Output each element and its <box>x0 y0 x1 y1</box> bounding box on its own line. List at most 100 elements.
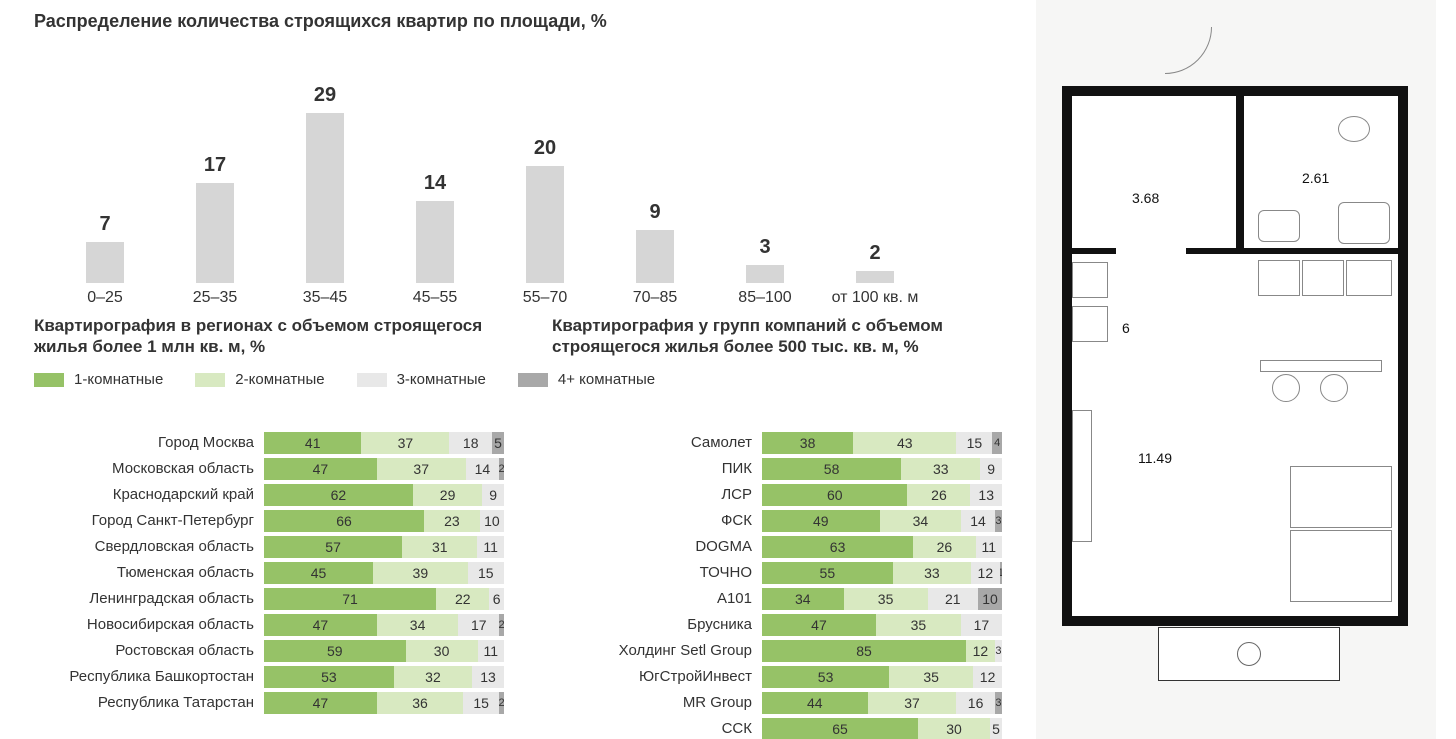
bar-value: 7 <box>74 213 136 236</box>
stack-segment: 5 <box>492 432 504 454</box>
page-root: Распределение количества строящихся квар… <box>0 0 1456 739</box>
stack-bar: 71226 <box>264 588 504 610</box>
stack-segment: 18 <box>449 432 492 454</box>
stack-segment: 12 <box>971 562 1000 584</box>
stack-segment: 33 <box>893 562 971 584</box>
stack-row: MR Group4437163 <box>552 690 1022 715</box>
stack-bar: 4736152 <box>264 692 504 714</box>
stack-segment: 55 <box>762 562 893 584</box>
stack-segment: 45 <box>264 562 373 584</box>
stack-row: DOGMA632611 <box>552 534 1022 559</box>
stack-segment: 35 <box>844 588 928 610</box>
stack-segment: 53 <box>762 666 889 688</box>
stack-bar: 662310 <box>264 510 504 532</box>
top-chart-title: Распределение количества строящихся квар… <box>34 10 1014 33</box>
stack-bar: 5533121 <box>762 562 1002 584</box>
stack-row-label: ЛСР <box>552 486 762 503</box>
counter-icon <box>1302 260 1344 296</box>
floorplan-panel: 3.682.61611.49 <box>1036 0 1436 739</box>
bar-6: 385–100 <box>734 236 796 283</box>
stack-segment: 12 <box>973 666 1002 688</box>
stack-segment: 15 <box>468 562 504 584</box>
stack-segment: 37 <box>868 692 957 714</box>
stack-bar: 65305 <box>762 718 1002 739</box>
stack-row-label: Московская область <box>34 460 264 477</box>
stack-row-label: ФСК <box>552 512 762 529</box>
stack-segment: 37 <box>361 432 449 454</box>
stack-bar: 573111 <box>264 536 504 558</box>
bar-value: 29 <box>294 84 356 107</box>
stack-bar: 533512 <box>762 666 1002 688</box>
stack-row-label: Ленинградская область <box>34 590 264 607</box>
stack-row-label: Республика Башкортостан <box>34 668 264 685</box>
area-distribution-barchart: 70–251725–352935–451445–552055–70970–853… <box>34 45 1014 315</box>
stack-row-label: MR Group <box>552 694 762 711</box>
legend-item-0: 1-комнатные <box>34 371 163 388</box>
legend-label: 2-комнатные <box>235 371 324 388</box>
stack-segment: 47 <box>264 458 377 480</box>
stack-row: Ростовская область593011 <box>34 638 504 663</box>
room-label-living: 11.49 <box>1138 450 1172 466</box>
stack-segment: 34 <box>762 588 844 610</box>
stack-segment: 59 <box>264 640 406 662</box>
stack-segment: 35 <box>876 614 961 636</box>
stack-segment: 21 <box>928 588 978 610</box>
stack-row-label: Ростовская область <box>34 642 264 659</box>
bar-value: 20 <box>514 137 576 160</box>
regions-title: Квартирография в регионах с объемом стро… <box>34 315 504 358</box>
stack-segment: 17 <box>961 614 1002 636</box>
stack-row: Свердловская область573111 <box>34 534 504 559</box>
room-label-hall: 3.68 <box>1132 190 1159 206</box>
stack-bar: 4737142 <box>264 458 504 480</box>
stack-segment: 3 <box>995 692 1002 714</box>
washer-icon <box>1072 306 1108 342</box>
stack-segment: 35 <box>889 666 973 688</box>
companies-column: Квартирография у групп компаний с объемо… <box>552 315 1022 364</box>
stack-bar: 4437163 <box>762 692 1002 714</box>
stack-segment: 49 <box>762 510 880 532</box>
stack-segment: 11 <box>478 640 504 662</box>
stack-segment: 22 <box>436 588 489 610</box>
floorplan: 3.682.61611.49 <box>1062 70 1408 630</box>
bar-rect <box>636 230 674 283</box>
companies-title: Квартирография у групп компаний с объемо… <box>552 315 1022 358</box>
stack-bar: 632611 <box>762 536 1002 558</box>
stack-row: Тюменская область453915 <box>34 560 504 585</box>
stack-segment: 4 <box>992 432 1002 454</box>
bar-7: 2от 100 кв. м <box>844 242 906 283</box>
stack-bar: 62299 <box>264 484 504 506</box>
bar-category-label: 25–35 <box>155 289 275 307</box>
tv-unit-icon <box>1072 410 1092 542</box>
stack-segment: 26 <box>913 536 975 558</box>
ac-unit-icon <box>1237 642 1261 666</box>
stack-bar: 4734172 <box>264 614 504 636</box>
stack-segment: 37 <box>377 458 466 480</box>
stack-segment: 23 <box>424 510 480 532</box>
stack-bar: 85123 <box>762 640 1002 662</box>
room-type-legend: 1-комнатные2-комнатные3-комнатные4+ комн… <box>34 371 1014 388</box>
stack-segment: 11 <box>976 536 1002 558</box>
stack-segment: 34 <box>880 510 962 532</box>
legend-item-1: 2-комнатные <box>195 371 324 388</box>
stack-segment: 36 <box>377 692 463 714</box>
bar-value: 14 <box>404 172 466 195</box>
stack-row: Город Москва4137185 <box>34 430 504 455</box>
bar-rect <box>526 166 564 283</box>
bar-category-label: 70–85 <box>595 289 715 307</box>
stack-segment: 13 <box>970 484 1002 506</box>
stack-row-label: ТОЧНО <box>552 564 762 581</box>
stack-row: Город Санкт-Петербург662310 <box>34 508 504 533</box>
legend-swatch <box>357 373 387 387</box>
stack-segment: 39 <box>373 562 468 584</box>
bar-category-label: 85–100 <box>705 289 825 307</box>
legend-swatch <box>34 373 64 387</box>
stack-bar: 4137185 <box>264 432 504 454</box>
stack-bar: 3843154 <box>762 432 1002 454</box>
stack-row: Краснодарский край62299 <box>34 482 504 507</box>
stack-segment: 12 <box>966 640 995 662</box>
room-label-bath: 2.61 <box>1302 170 1329 186</box>
stack-row-label: Город Москва <box>34 434 264 451</box>
regions-stacked-bars: Город Москва4137185Московская область473… <box>34 430 504 739</box>
stack-row: Холдинг Setl Group85123 <box>552 638 1022 663</box>
stack-segment: 43 <box>853 432 956 454</box>
